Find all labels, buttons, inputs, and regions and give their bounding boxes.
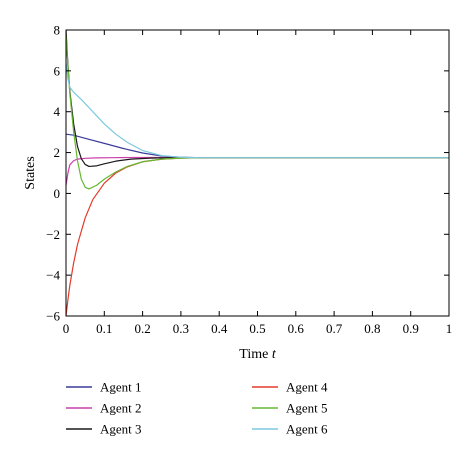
x-tick-label: 0.1	[96, 321, 112, 336]
legend-item-agent-2: Agent 2	[66, 401, 142, 416]
legend-item-agent-1: Agent 1	[66, 380, 142, 395]
x-tick-label: 0.5	[249, 321, 265, 336]
series-line-agent-5	[66, 34, 449, 190]
y-axis-label: States	[23, 156, 38, 189]
legend-label: Agent 5	[286, 401, 328, 416]
legend-item-agent-3: Agent 3	[66, 422, 142, 437]
x-axis-label-variable: t	[272, 347, 277, 362]
y-tick-label: 2	[54, 145, 61, 160]
x-tick-label: 0.6	[288, 321, 305, 336]
y-tick-label: 4	[54, 104, 61, 119]
legend-item-agent-6: Agent 6	[252, 422, 328, 437]
legend-item-agent-5: Agent 5	[252, 401, 328, 416]
x-tick-label: 0.4	[211, 321, 228, 336]
series-line-agent-2	[66, 156, 449, 186]
legend-label: Agent 3	[100, 422, 142, 437]
legend-label: Agent 2	[100, 401, 142, 416]
y-tick-label: −4	[46, 268, 60, 283]
series-line-agent-4	[66, 157, 449, 316]
x-tick-label: 0.7	[326, 321, 343, 336]
x-tick-label: 0.3	[173, 321, 189, 336]
series-line-agent-1	[66, 133, 449, 159]
y-tick-label: 8	[54, 23, 61, 38]
x-tick-label: 0.9	[403, 321, 419, 336]
legend-label: Agent 1	[100, 380, 142, 395]
plot-frame	[65, 29, 450, 317]
axis-ticks	[65, 29, 450, 317]
x-axis-label: Time t	[239, 347, 277, 362]
x-axis-label-text: Time	[239, 347, 268, 362]
series-line-agent-6	[66, 62, 449, 159]
y-tick-label: −6	[46, 309, 60, 324]
legend: Agent 1 Agent 2 Agent 3 Agent 4 Agent 5 Agent…	[66, 380, 328, 437]
x-tick-label: 0.8	[364, 321, 380, 336]
y-tick-label: 6	[54, 63, 61, 78]
series-line-agent-3	[66, 30, 449, 168]
y-tick-label: 0	[54, 186, 61, 201]
x-tick-label: 1	[446, 321, 453, 336]
y-tick-label: −2	[46, 227, 60, 242]
x-tick-label: 0.2	[134, 321, 150, 336]
x-tick-label: 0	[63, 321, 70, 336]
y-tick-labels: −6 −4 −2 0 2 4 6 8	[46, 23, 60, 324]
legend-label: Agent 6	[286, 422, 328, 437]
legend-item-agent-4: Agent 4	[252, 380, 328, 395]
x-tick-labels: 0 0.1 0.2 0.3 0.4 0.5 0.6 0.7 0.8 0.9 1	[63, 321, 453, 336]
legend-label: Agent 4	[286, 380, 328, 395]
series-lines	[66, 30, 449, 316]
